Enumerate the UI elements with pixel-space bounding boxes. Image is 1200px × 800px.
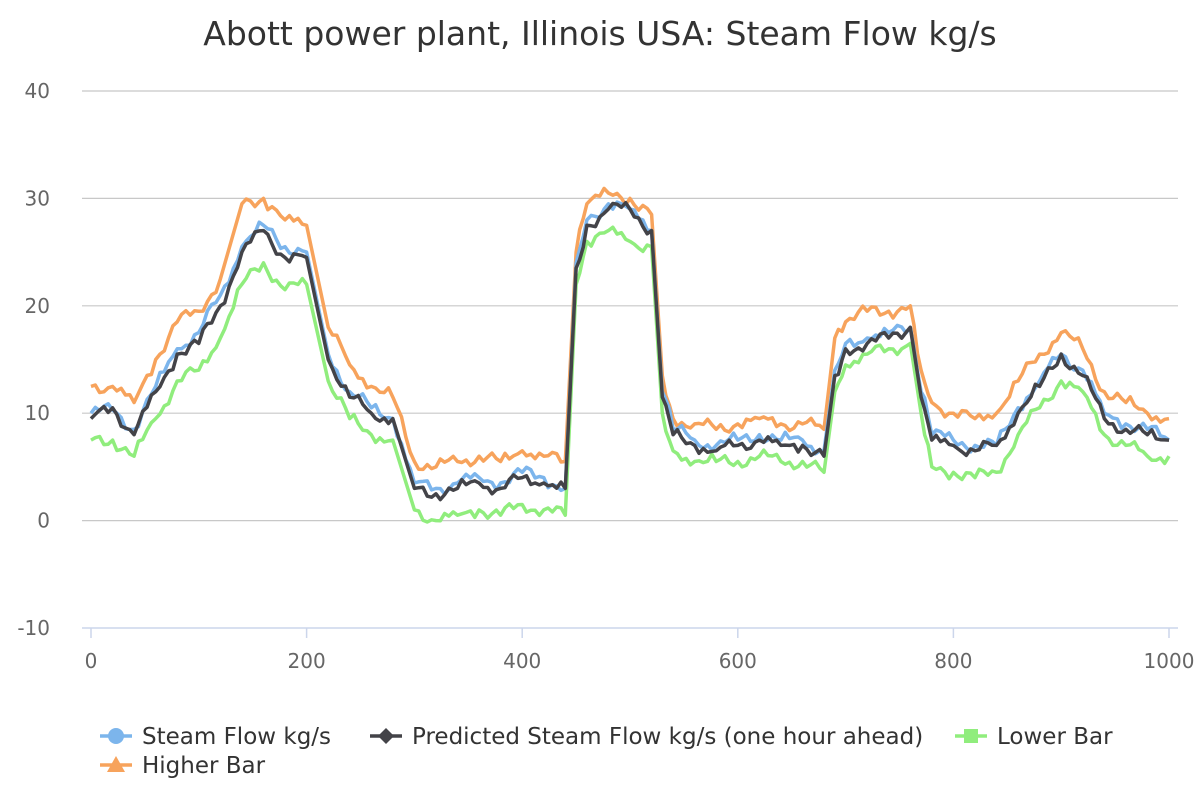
legend-item[interactable]: Lower Bar <box>955 724 1113 750</box>
y-tick-label: 20 <box>25 294 50 318</box>
grid-lines <box>82 90 1178 629</box>
x-tick-label: 200 <box>288 649 326 673</box>
x-axis: 0 200 400 600 800 1000 <box>85 628 1195 673</box>
series-line <box>90 186 1170 472</box>
x-tick-label: 400 <box>503 649 541 673</box>
x-tick-label: 1000 <box>1144 649 1195 673</box>
legend-marker <box>107 756 125 772</box>
legend-marker <box>964 729 978 743</box>
y-tick-label: -10 <box>17 616 50 640</box>
legend-label: Predicted Steam Flow kg/s (one hour ahea… <box>412 724 923 750</box>
legend-item[interactable]: Steam Flow kg/s <box>100 724 331 750</box>
series-lines <box>89 186 1171 524</box>
y-tick-label: 10 <box>25 401 50 425</box>
series-line <box>89 200 1171 496</box>
chart-title: Abott power plant, Illinois USA: Steam F… <box>203 14 997 53</box>
y-tick-label: 0 <box>37 509 50 533</box>
series-line <box>90 225 1171 524</box>
y-axis-tick-labels: -10 0 10 20 30 40 <box>17 79 50 640</box>
y-tick-label: 40 <box>25 79 50 103</box>
x-tick-label: 800 <box>934 649 972 673</box>
legend-item[interactable]: Predicted Steam Flow kg/s (one hour ahea… <box>370 724 923 750</box>
x-tick-label: 600 <box>719 649 757 673</box>
legend[interactable]: Steam Flow kg/s Predicted Steam Flow kg/s… <box>100 724 1113 779</box>
legend-item[interactable]: Higher Bar <box>100 753 266 779</box>
x-tick-label: 0 <box>85 649 98 673</box>
legend-marker <box>108 728 124 744</box>
legend-marker <box>378 728 394 744</box>
series-line <box>89 200 1170 502</box>
legend-label: Steam Flow kg/s <box>142 724 331 750</box>
legend-label: Higher Bar <box>142 753 266 779</box>
legend-label: Lower Bar <box>997 724 1113 750</box>
y-tick-label: 30 <box>25 186 50 210</box>
